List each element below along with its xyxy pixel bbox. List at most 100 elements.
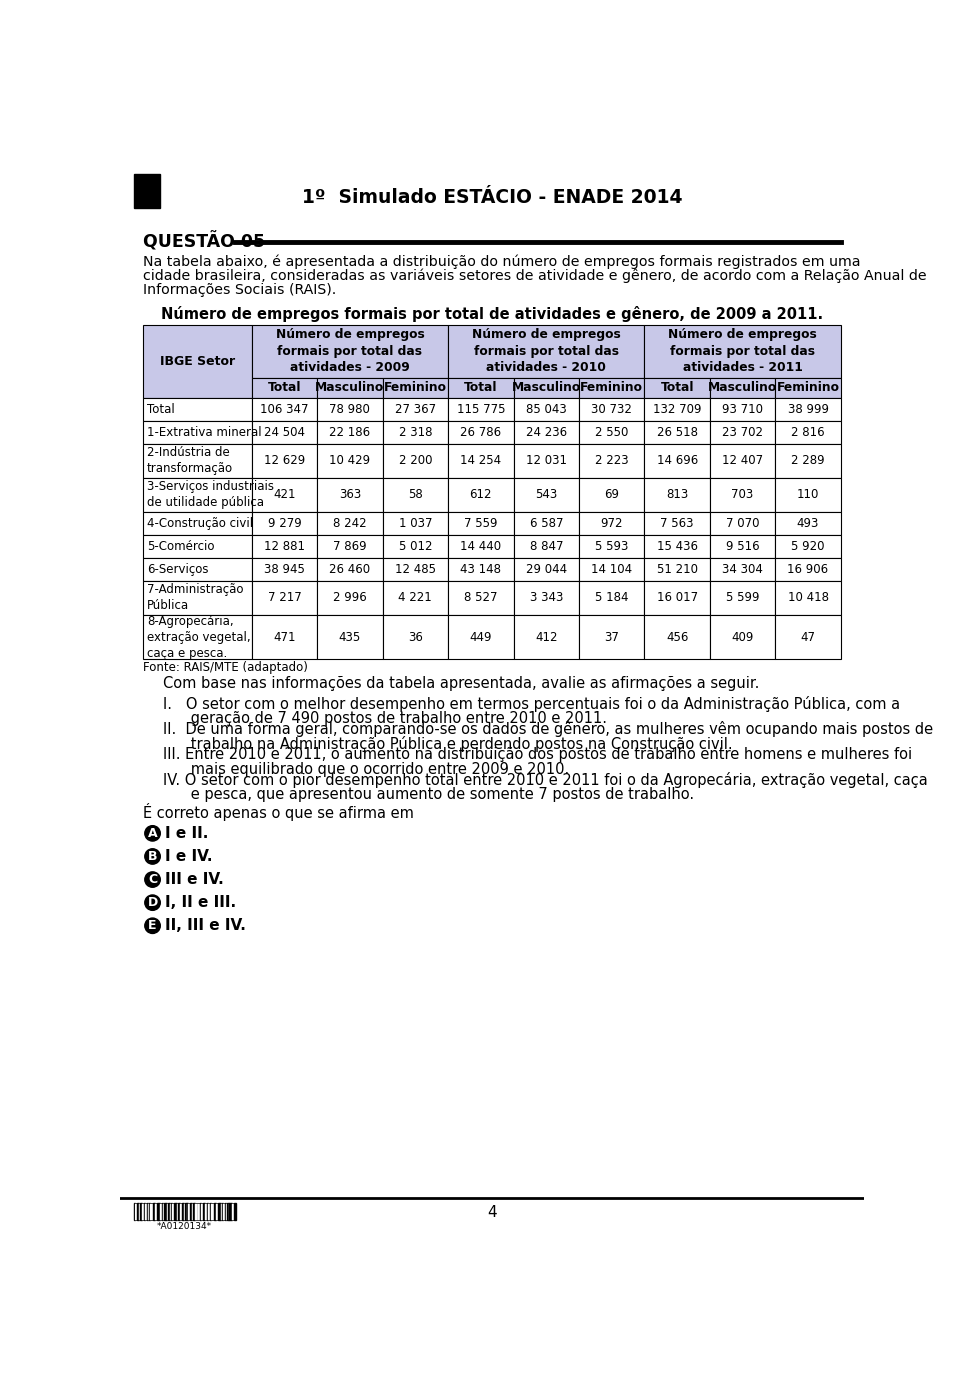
Text: 6-Serviços: 6-Serviços bbox=[147, 562, 208, 576]
Text: 22 186: 22 186 bbox=[329, 426, 371, 439]
Text: A: A bbox=[148, 826, 157, 840]
Bar bbox=[134, 1203, 234, 1220]
Text: 106 347: 106 347 bbox=[260, 403, 309, 415]
Bar bbox=[644, 580, 709, 615]
Bar bbox=[448, 397, 514, 421]
Text: 2 223: 2 223 bbox=[595, 454, 629, 468]
Bar bbox=[383, 558, 448, 580]
Text: 16 906: 16 906 bbox=[787, 562, 828, 576]
Text: mais equilibrado que o ocorrido entre 2009 e 2010.: mais equilibrado que o ocorrido entre 20… bbox=[162, 762, 569, 777]
Bar bbox=[383, 615, 448, 660]
Bar bbox=[252, 397, 317, 421]
Text: 4-Construção civil: 4-Construção civil bbox=[147, 517, 253, 529]
Bar bbox=[150, 1203, 153, 1220]
Bar bbox=[579, 558, 644, 580]
Text: 421: 421 bbox=[274, 488, 296, 500]
Bar bbox=[188, 1203, 190, 1220]
Text: cidade brasileira, consideradas as variáveis setores de atividade e gênero, de a: cidade brasileira, consideradas as variá… bbox=[143, 268, 926, 283]
Bar bbox=[170, 1203, 171, 1220]
Bar bbox=[166, 1203, 168, 1220]
Bar bbox=[137, 1203, 138, 1220]
Bar bbox=[644, 535, 709, 558]
Bar bbox=[185, 1203, 186, 1220]
Text: Na tabela abaixo, é apresentada a distribuição do número de empregos formais reg: Na tabela abaixo, é apresentada a distri… bbox=[143, 254, 861, 270]
Bar bbox=[579, 535, 644, 558]
Text: E: E bbox=[148, 920, 156, 932]
Circle shape bbox=[145, 918, 160, 934]
Bar bbox=[579, 615, 644, 660]
Bar bbox=[190, 1203, 192, 1220]
Bar bbox=[383, 397, 448, 421]
Text: geração de 7 490 postos de trabalho entre 2010 e 2011.: geração de 7 490 postos de trabalho entr… bbox=[162, 711, 607, 726]
Bar bbox=[134, 1203, 137, 1220]
Text: 27 367: 27 367 bbox=[395, 403, 436, 415]
Bar bbox=[709, 512, 776, 535]
Text: Informações Sociais (RAIS).: Informações Sociais (RAIS). bbox=[143, 283, 337, 297]
Text: 26 460: 26 460 bbox=[329, 562, 371, 576]
Bar bbox=[214, 1203, 216, 1220]
Bar bbox=[776, 512, 841, 535]
Text: II, III e IV.: II, III e IV. bbox=[165, 918, 246, 934]
Bar bbox=[579, 512, 644, 535]
Bar bbox=[644, 558, 709, 580]
Bar bbox=[644, 477, 709, 512]
Text: Feminino: Feminino bbox=[777, 381, 840, 395]
Bar bbox=[193, 1203, 195, 1220]
Text: 2 289: 2 289 bbox=[791, 454, 825, 468]
Bar bbox=[317, 477, 383, 512]
Bar bbox=[149, 1203, 150, 1220]
Text: Feminino: Feminino bbox=[580, 381, 643, 395]
Text: 4 221: 4 221 bbox=[398, 591, 432, 604]
Bar bbox=[182, 1203, 183, 1220]
Bar bbox=[252, 535, 317, 558]
Text: 449: 449 bbox=[469, 631, 492, 644]
Bar bbox=[448, 324, 644, 378]
Bar bbox=[231, 1203, 234, 1220]
Text: 3-Serviços industriais
de utilidade pública: 3-Serviços industriais de utilidade públ… bbox=[147, 480, 275, 509]
Text: 14 254: 14 254 bbox=[460, 454, 501, 468]
Bar bbox=[252, 477, 317, 512]
Bar bbox=[223, 1203, 225, 1220]
Text: 15 436: 15 436 bbox=[657, 539, 698, 553]
Text: 12 031: 12 031 bbox=[526, 454, 566, 468]
Text: 12 407: 12 407 bbox=[722, 454, 763, 468]
Bar bbox=[514, 558, 579, 580]
Bar bbox=[203, 1203, 205, 1220]
Bar bbox=[644, 378, 709, 397]
Bar bbox=[383, 421, 448, 444]
Text: 115 775: 115 775 bbox=[457, 403, 505, 415]
Text: Número de empregos
formais por total das
atividades - 2010: Número de empregos formais por total das… bbox=[472, 329, 620, 374]
Bar bbox=[448, 535, 514, 558]
Bar bbox=[143, 512, 252, 535]
Bar bbox=[776, 397, 841, 421]
Text: 5-Comércio: 5-Comércio bbox=[147, 539, 215, 553]
Text: 12 881: 12 881 bbox=[264, 539, 305, 553]
Bar bbox=[317, 558, 383, 580]
Text: III. Entre 2010 e 2011, o aumento na distribuição dos postos de trabalho entre h: III. Entre 2010 e 2011, o aumento na dis… bbox=[162, 748, 912, 762]
Text: 43 148: 43 148 bbox=[460, 562, 501, 576]
Bar bbox=[317, 512, 383, 535]
Bar bbox=[776, 580, 841, 615]
Text: 69: 69 bbox=[604, 488, 619, 500]
Text: 1 037: 1 037 bbox=[398, 517, 432, 529]
Text: 2 816: 2 816 bbox=[791, 426, 825, 439]
Text: 93 710: 93 710 bbox=[722, 403, 763, 415]
Text: 12 485: 12 485 bbox=[395, 562, 436, 576]
Text: 38 999: 38 999 bbox=[787, 403, 828, 415]
Bar bbox=[195, 1203, 198, 1220]
Text: 7 869: 7 869 bbox=[333, 539, 367, 553]
Text: 85 043: 85 043 bbox=[526, 403, 566, 415]
Bar bbox=[317, 615, 383, 660]
Bar bbox=[383, 444, 448, 477]
Bar bbox=[317, 378, 383, 397]
Bar bbox=[448, 615, 514, 660]
Bar bbox=[210, 1203, 211, 1220]
Bar bbox=[514, 444, 579, 477]
Text: 24 236: 24 236 bbox=[526, 426, 566, 439]
Bar bbox=[709, 378, 776, 397]
Bar bbox=[383, 535, 448, 558]
Text: 24 504: 24 504 bbox=[264, 426, 305, 439]
Bar bbox=[317, 444, 383, 477]
Bar bbox=[145, 1203, 147, 1220]
Text: 110: 110 bbox=[797, 488, 819, 500]
